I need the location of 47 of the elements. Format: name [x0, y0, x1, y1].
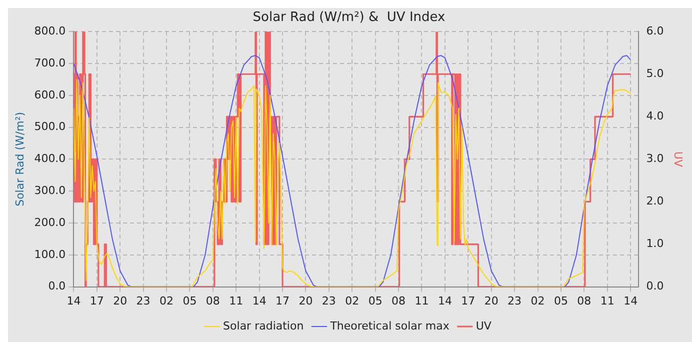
- legend-label: Solar radiation: [223, 319, 304, 332]
- y2-tick-label: 5.0: [646, 66, 664, 80]
- y2-tick-label: 1.0: [646, 237, 664, 250]
- y-tick-label: 200.0: [34, 216, 66, 229]
- x-tick-label: 14: [66, 294, 81, 308]
- x-tick-label: 02: [345, 294, 360, 308]
- x-tick-label: 02: [530, 294, 545, 308]
- legend-label: Theoretical solar max: [329, 319, 450, 332]
- x-tick-label: 11: [600, 294, 614, 308]
- x-tick-label: 14: [624, 294, 638, 308]
- y2-tick-label: 0.0: [646, 280, 664, 293]
- y-tick-label: 400.0: [34, 152, 66, 166]
- y2-tick-label: 4.0: [646, 110, 664, 123]
- y-tick-label: 300.0: [34, 184, 66, 197]
- y-axis-title: Solar Rad (W/m²): [13, 112, 26, 206]
- y2-tick-label: 6.0: [646, 24, 664, 38]
- legend-label: UV: [476, 319, 492, 332]
- x-tick-label: 11: [229, 294, 244, 308]
- x-tick-label: 23: [136, 294, 150, 308]
- y2-axis-title: UV: [672, 151, 685, 168]
- x-tick-label: 20: [484, 294, 498, 308]
- x-tick-label: 17: [90, 294, 104, 308]
- x-tick-label: 11: [414, 294, 429, 308]
- x-tick-label: 20: [298, 294, 313, 308]
- x-tick-label: 14: [438, 294, 452, 308]
- y-tick-label: 600.0: [34, 88, 66, 102]
- x-tick-label: 08: [577, 294, 592, 308]
- x-tick-label: 02: [160, 294, 174, 308]
- y-tick-label: 700.0: [34, 56, 66, 70]
- y2-tick-label: 3.0: [646, 152, 664, 166]
- chart-title: Solar Rad (W/m²) & UV Index: [252, 10, 446, 26]
- y-tick-label: 0.0: [48, 280, 66, 293]
- x-tick-label: 23: [508, 294, 522, 308]
- x-tick-label: 05: [182, 294, 197, 308]
- x-tick-label: 17: [276, 294, 290, 308]
- x-tick-label: 14: [252, 294, 266, 308]
- y-tick-label: 800.0: [34, 24, 66, 38]
- x-tick-label: 08: [206, 294, 220, 308]
- y-tick-label: 100.0: [34, 248, 66, 261]
- x-tick-label: 05: [554, 294, 568, 308]
- x-tick-label: 23: [322, 294, 336, 308]
- x-tick-label: 20: [113, 294, 128, 308]
- y-tick-label: 500.0: [34, 120, 66, 134]
- x-tick-label: 17: [461, 294, 476, 308]
- x-tick-label: 05: [368, 294, 382, 308]
- x-tick-label: 08: [392, 294, 406, 308]
- y2-tick-label: 2.0: [646, 194, 664, 208]
